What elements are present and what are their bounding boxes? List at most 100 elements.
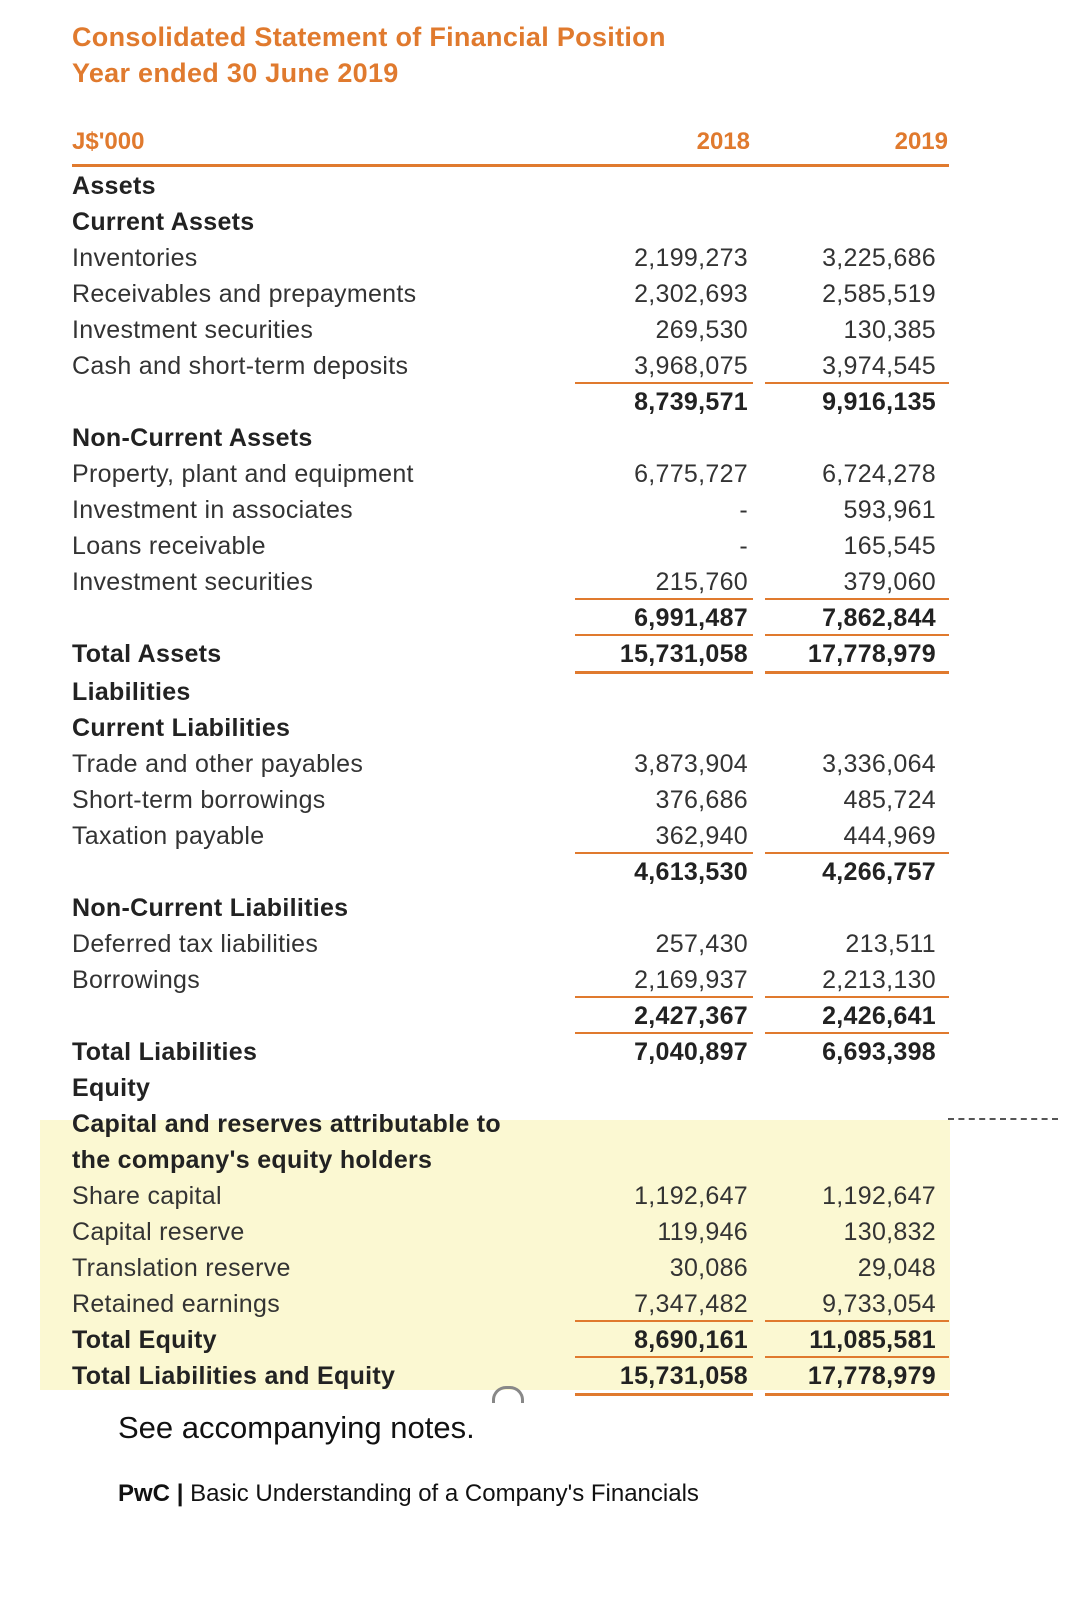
value-2018: 215,760 bbox=[655, 568, 748, 596]
table-row: Retained earnings 7,347,482 9,733,054 bbox=[72, 1286, 952, 1322]
row-label: Short-term borrowings bbox=[72, 786, 326, 814]
value-2019: 17,778,979 bbox=[807, 1362, 936, 1390]
section-heading: Capital and reserves attributable to bbox=[72, 1110, 501, 1138]
table-row: Trade and other payables 3,873,904 3,336… bbox=[72, 746, 952, 782]
subtotal-rule bbox=[575, 852, 753, 854]
section-capital-reserves-cont: the company's equity holders bbox=[72, 1142, 952, 1178]
value-2019: 9,916,135 bbox=[822, 388, 936, 416]
value-2018: 30,086 bbox=[669, 1254, 748, 1282]
row-label: Total Liabilities and Equity bbox=[72, 1362, 396, 1390]
value-2018: 8,690,161 bbox=[634, 1326, 748, 1354]
subtotal-row: 4,613,530 4,266,757 bbox=[72, 854, 952, 890]
statement-title: Consolidated Statement of Financial Posi… bbox=[72, 22, 666, 52]
subtotal-rule bbox=[765, 598, 949, 600]
row-label: Total Equity bbox=[72, 1326, 217, 1354]
total-rule bbox=[765, 671, 949, 674]
subtotal-rule bbox=[765, 382, 949, 384]
value-2018: 7,040,897 bbox=[634, 1038, 748, 1066]
value-2018: 6,991,487 bbox=[634, 604, 748, 632]
total-rule bbox=[765, 634, 949, 636]
value-2018: 6,775,727 bbox=[634, 460, 748, 488]
value-2019: 1,192,647 bbox=[822, 1182, 936, 1210]
table-row: Borrowings 2,169,937 2,213,130 bbox=[72, 962, 952, 998]
subtotal-rule bbox=[765, 1320, 949, 1322]
value-2018: 7,347,482 bbox=[634, 1290, 748, 1318]
total-rule bbox=[575, 1356, 753, 1358]
notes-text: See accompanying notes. bbox=[118, 1410, 475, 1445]
value-2018: 2,302,693 bbox=[634, 280, 748, 308]
value-2019: 379,060 bbox=[843, 568, 936, 596]
statement-subtitle: Year ended 30 June 2019 bbox=[72, 58, 399, 88]
section-heading: Liabilities bbox=[72, 678, 191, 706]
row-label: Property, plant and equipment bbox=[72, 460, 414, 488]
row-label: Cash and short-term deposits bbox=[72, 352, 409, 380]
total-row: Total Equity 8,690,161 11,085,581 bbox=[72, 1322, 952, 1358]
caption-text: Basic Understanding of a Company's Finan… bbox=[190, 1480, 699, 1507]
equity-highlight bbox=[40, 1120, 950, 1390]
section-current-liabilities: Current Liabilities bbox=[72, 710, 952, 746]
value-2019: 130,385 bbox=[843, 316, 936, 344]
subtotal-rule bbox=[765, 996, 949, 998]
row-label: Deferred tax liabilities bbox=[72, 930, 319, 958]
section-assets: Assets bbox=[72, 168, 952, 204]
section-heading: Non-Current Assets bbox=[72, 424, 313, 452]
subtotal-row: 8,739,571 9,916,135 bbox=[72, 384, 952, 420]
brand-name: PwC bbox=[118, 1480, 171, 1507]
subtotal-rule bbox=[765, 852, 949, 854]
value-2019: 4,266,757 bbox=[822, 858, 936, 886]
value-2018: 15,731,058 bbox=[619, 640, 748, 668]
value-2019: 593,961 bbox=[843, 496, 936, 524]
section-heading: Current Liabilities bbox=[72, 714, 291, 742]
row-label: Retained earnings bbox=[72, 1290, 281, 1318]
table-row: Investment in associates - 593,961 bbox=[72, 492, 952, 528]
value-2018: - bbox=[739, 496, 748, 524]
row-label: Investment securities bbox=[72, 316, 314, 344]
table-row: Cash and short-term deposits 3,968,075 3… bbox=[72, 348, 952, 384]
row-label: Investment in associates bbox=[72, 496, 353, 524]
section-heading: Assets bbox=[72, 172, 156, 200]
section-heading: Non-Current Liabilities bbox=[72, 894, 349, 922]
value-2018: 257,430 bbox=[655, 930, 748, 958]
section-liabilities: Liabilities bbox=[72, 674, 952, 710]
table-row: Receivables and prepayments 2,302,693 2,… bbox=[72, 276, 952, 312]
value-2018: 4,613,530 bbox=[634, 858, 748, 886]
value-2018: 3,873,904 bbox=[634, 750, 748, 778]
value-2019: 2,585,519 bbox=[822, 280, 936, 308]
section-heading: the company's equity holders bbox=[72, 1146, 433, 1174]
value-2019: 2,426,641 bbox=[822, 1002, 936, 1030]
value-2019: 444,969 bbox=[843, 822, 936, 850]
subtotal-rule bbox=[575, 996, 753, 998]
total-row: Total Assets 15,731,058 17,778,979 bbox=[72, 636, 952, 672]
separator: | bbox=[176, 1480, 184, 1507]
value-2019: 165,545 bbox=[843, 532, 936, 560]
column-header-2018: 2018 bbox=[696, 128, 750, 155]
row-label: Loans receivable bbox=[72, 532, 266, 560]
row-label: Investment securities bbox=[72, 568, 314, 596]
value-2019: 29,048 bbox=[857, 1254, 936, 1282]
value-2018: 8,739,571 bbox=[634, 388, 748, 416]
value-2018: 1,192,647 bbox=[634, 1182, 748, 1210]
section-capital-reserves: Capital and reserves attributable to bbox=[72, 1106, 952, 1142]
total-rule bbox=[575, 1032, 753, 1034]
value-2019: 6,724,278 bbox=[822, 460, 936, 488]
column-header-2019: 2019 bbox=[894, 128, 948, 155]
value-2018: 15,731,058 bbox=[619, 1362, 748, 1390]
subtotal-rule bbox=[575, 1320, 753, 1322]
table-row: Investment securities 215,760 379,060 bbox=[72, 564, 952, 600]
row-label: Trade and other payables bbox=[72, 750, 364, 778]
total-rule bbox=[575, 671, 753, 674]
table-row: Short-term borrowings 376,686 485,724 bbox=[72, 782, 952, 818]
row-label: Total Liabilities bbox=[72, 1038, 258, 1066]
value-2019: 130,832 bbox=[843, 1218, 936, 1246]
total-rule bbox=[765, 1393, 949, 1396]
value-2018: - bbox=[739, 532, 748, 560]
value-2019: 2,213,130 bbox=[822, 966, 936, 994]
table-row: Translation reserve 30,086 29,048 bbox=[72, 1250, 952, 1286]
value-2019: 485,724 bbox=[843, 786, 936, 814]
dashed-line bbox=[948, 1118, 1058, 1120]
value-2019: 6,693,398 bbox=[822, 1038, 936, 1066]
value-2019: 11,085,581 bbox=[809, 1326, 936, 1354]
total-row: Total Liabilities 7,040,897 6,693,398 bbox=[72, 1034, 952, 1070]
value-2019: 3,336,064 bbox=[822, 750, 936, 778]
value-2018: 2,199,273 bbox=[634, 244, 748, 272]
